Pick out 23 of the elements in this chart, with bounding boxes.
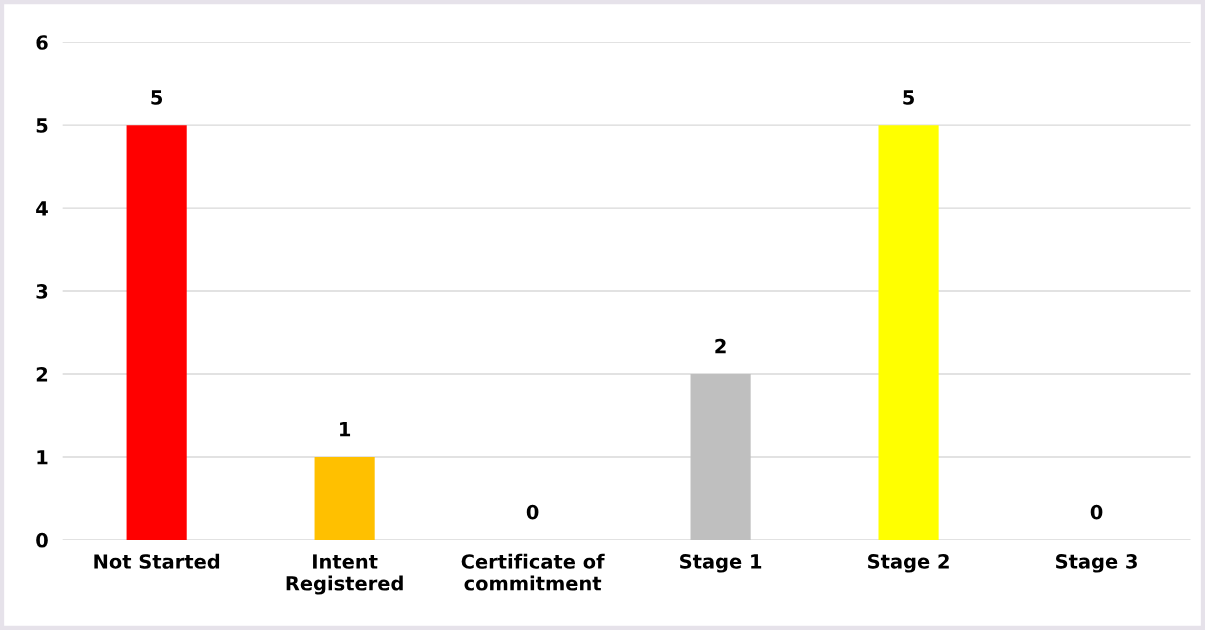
x-tick-label: Certificate of commitment bbox=[461, 553, 605, 591]
bar bbox=[878, 125, 939, 540]
data-label: 1 bbox=[340, 422, 351, 437]
x-tick-label: Stage 2 bbox=[868, 553, 949, 573]
x-tick-label: Intent Registered bbox=[286, 554, 403, 595]
y-tick-label: 4 bbox=[36, 201, 48, 216]
y-tick-label: 6 bbox=[36, 35, 48, 50]
y-tick-label: 5 bbox=[36, 118, 48, 133]
data-label: 0 bbox=[526, 504, 539, 520]
bar bbox=[690, 374, 751, 540]
bar bbox=[314, 456, 375, 540]
y-tick-label: 0 bbox=[36, 532, 48, 548]
data-label: 5 bbox=[903, 90, 914, 105]
x-tick-label: Stage 3 bbox=[1056, 553, 1137, 573]
y-tick-label: 3 bbox=[36, 284, 48, 299]
y-tick-label: 1 bbox=[37, 450, 48, 465]
x-tick-label: Stage 1 bbox=[680, 553, 762, 573]
data-label: 5 bbox=[151, 90, 163, 105]
bar bbox=[126, 125, 187, 540]
x-tick-label: Not Started bbox=[94, 553, 220, 569]
y-tick-label: 2 bbox=[36, 366, 48, 382]
data-label: 0 bbox=[1090, 504, 1103, 520]
data-label: 2 bbox=[715, 338, 726, 354]
